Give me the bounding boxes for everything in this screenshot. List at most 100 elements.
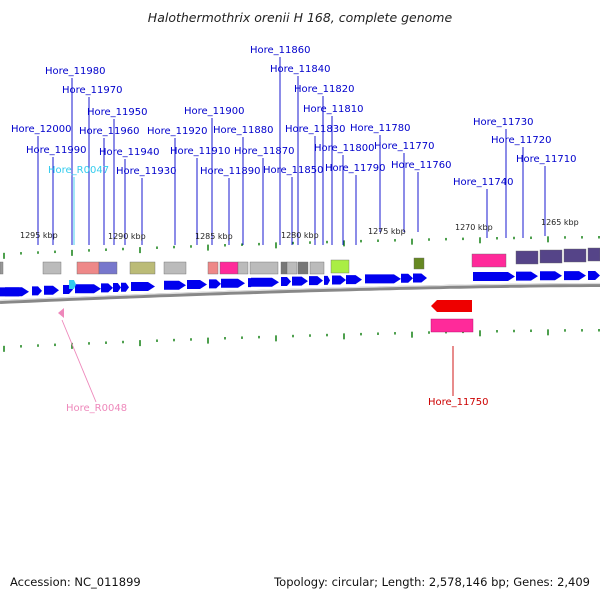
domain-box — [237, 261, 249, 275]
domain-box — [280, 261, 288, 275]
gene-label: Hore_11760 — [391, 160, 452, 171]
scale-label: 1280 kbp — [281, 231, 319, 240]
gene-label: Hore_11800 — [314, 143, 375, 154]
forward-gene-arrow — [346, 275, 362, 285]
scale-label: 1275 kbp — [368, 227, 406, 236]
domain-box — [413, 257, 425, 270]
forward-gene-arrow — [365, 274, 401, 284]
gene-label: Hore_11730 — [473, 117, 534, 128]
domain-box — [249, 261, 279, 275]
forward-gene-arrow — [324, 275, 330, 285]
gene-label: Hore_11810 — [303, 104, 364, 115]
forward-gene-arrow — [281, 277, 291, 287]
gene-label: Hore_11950 — [87, 107, 148, 118]
tick-marks — [3, 236, 600, 352]
forward-gene-arrow — [292, 276, 308, 286]
gene-label: Hore_11780 — [350, 123, 411, 134]
forward-gene-arrow — [32, 286, 42, 296]
domain-box — [42, 261, 62, 275]
backbone-highlight — [0, 282, 600, 302]
rna-gene-arrow — [69, 280, 76, 289]
forward-gene-arrow — [187, 279, 207, 289]
forward-gene-arrow — [540, 271, 562, 281]
label-leaders — [37, 57, 546, 403]
gene-label: Hore_11920 — [147, 126, 208, 137]
genome-backbone — [0, 282, 600, 304]
gene-label: Hore_11970 — [62, 85, 123, 96]
forward-gene-arrow — [131, 281, 155, 291]
gene-labels: 1295 kbp 1290 kbp 1285 kbp 1280 kbp 1275 kbp… — [11, 45, 579, 414]
gene-label: Hore_11890 — [200, 166, 261, 177]
map-title: Halothermothrix orenii H 168, complete g… — [147, 10, 453, 25]
gene-label: Hore_12000 — [11, 124, 72, 135]
domain-boxes — [0, 247, 600, 333]
gene-label: Hore_R0047 — [48, 165, 109, 176]
gene-label: Hore_11940 — [99, 147, 160, 158]
domain-box — [309, 261, 325, 275]
domain-box — [207, 261, 219, 275]
domain-box — [219, 261, 239, 275]
forward-gene-arrow — [413, 273, 427, 283]
accession-text: Accession: NC_011899 — [10, 575, 141, 589]
gene-label: Hore_11820 — [294, 84, 355, 95]
domain-box — [163, 261, 187, 275]
scale-label: 1295 kbp — [20, 231, 58, 240]
domain-box — [129, 261, 156, 275]
domain-box — [76, 261, 100, 275]
forward-gene-arrow — [44, 285, 59, 295]
forward-gene-arrow — [473, 272, 515, 282]
gene-label: Hore_11850 — [263, 165, 324, 176]
forward-gene-arrow — [588, 271, 600, 281]
forward-gene-arrow — [5, 287, 29, 297]
gene-label: Hore_11770 — [374, 141, 435, 152]
domain-box — [563, 248, 587, 263]
forward-gene-arrow — [332, 275, 346, 285]
forward-gene-arrow — [75, 284, 101, 294]
gene-label: Hore_11880 — [213, 125, 274, 136]
gene-label: Hore_11710 — [516, 154, 577, 165]
gene-arrows — [0, 271, 600, 318]
domain-box — [471, 253, 507, 268]
gene-label: Hore_11990 — [26, 145, 87, 156]
gene-label: Hore_11870 — [234, 146, 295, 157]
gene-label: Hore_11840 — [270, 64, 331, 75]
forward-gene-arrow — [564, 271, 586, 281]
forward-gene-arrow — [251, 277, 279, 287]
gene-label: Hore_11910 — [170, 146, 231, 157]
forward-gene-arrow — [309, 276, 323, 286]
domain-box — [539, 249, 563, 264]
forward-gene-arrow — [113, 283, 121, 293]
forward-gene-arrow — [221, 278, 245, 288]
scale-label: 1265 kbp — [541, 218, 579, 227]
domain-box — [297, 261, 309, 275]
domain-box — [286, 261, 298, 275]
forward-gene-arrow — [101, 283, 113, 293]
forward-gene-arrow — [516, 271, 538, 281]
domain-box — [587, 247, 600, 262]
label-leader-line — [61, 319, 97, 403]
forward-gene-arrow — [401, 273, 413, 283]
domain-box — [515, 250, 539, 265]
scale-label: 1290 kbp — [108, 232, 146, 241]
gene-label: Hore_11980 — [45, 66, 106, 77]
gene-label: Hore_11900 — [184, 106, 245, 117]
gene-label: Hore_11860 — [250, 45, 311, 56]
gene-label: Hore_11720 — [491, 135, 552, 146]
genome-summary-text: Topology: circular; Length: 2,578,146 bp… — [274, 575, 590, 589]
scale-label: 1285 kbp — [195, 232, 233, 241]
gene-label: Hore_11740 — [453, 177, 514, 188]
domain-box — [430, 318, 474, 333]
backbone-line — [0, 283, 600, 304]
scale-label: 1270 kbp — [455, 223, 493, 232]
forward-gene-arrow — [164, 280, 186, 290]
gene-label: Hore_11750 — [428, 397, 489, 408]
domain-box — [0, 261, 4, 275]
domain-box — [98, 261, 118, 275]
gene-label: Hore_11830 — [285, 124, 346, 135]
forward-gene-arrow — [121, 282, 129, 292]
rna-gene-arrow — [58, 308, 64, 318]
domain-box — [330, 259, 350, 274]
reverse-gene-arrow — [431, 300, 472, 312]
